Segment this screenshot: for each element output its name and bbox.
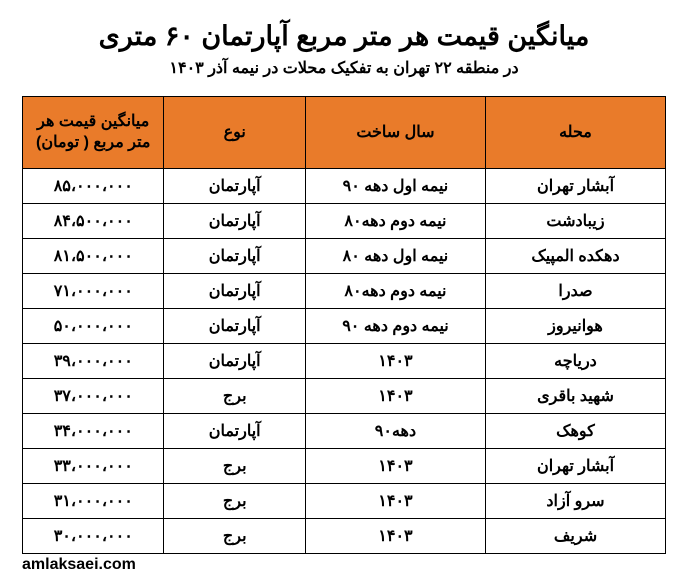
cell-year: نیمه دوم دهه ۹۰ bbox=[305, 308, 485, 343]
cell-year: دهه۹۰ bbox=[305, 413, 485, 448]
cell-price: ۳۱،۰۰۰،۰۰۰ bbox=[23, 483, 164, 518]
title-sub: در منطقه ۲۲ تهران به تفکیک محلات در نیمه… bbox=[22, 58, 666, 78]
cell-price: ۸۵،۰۰۰،۰۰۰ bbox=[23, 168, 164, 203]
table-row: دریاچه۱۴۰۳آپارتمان۳۹،۰۰۰،۰۰۰ bbox=[23, 343, 666, 378]
table-row: هوانیروزنیمه دوم دهه ۹۰آپارتمان۵۰،۰۰۰،۰۰… bbox=[23, 308, 666, 343]
cell-area: دریاچه bbox=[485, 343, 665, 378]
cell-type: برج bbox=[164, 483, 305, 518]
col-header-type: نوع bbox=[164, 96, 305, 168]
cell-year: نیمه دوم دهه۸۰ bbox=[305, 273, 485, 308]
title-block: میانگین قیمت هر متر مربع آپارتمان ۶۰ متر… bbox=[22, 18, 666, 78]
cell-area: شهید باقری bbox=[485, 378, 665, 413]
cell-type: آپارتمان bbox=[164, 238, 305, 273]
cell-area: سرو آزاد bbox=[485, 483, 665, 518]
cell-year: ۱۴۰۳ bbox=[305, 448, 485, 483]
cell-price: ۳۴،۰۰۰،۰۰۰ bbox=[23, 413, 164, 448]
table-row: سرو آزاد۱۴۰۳برج۳۱،۰۰۰،۰۰۰ bbox=[23, 483, 666, 518]
title-main: میانگین قیمت هر متر مربع آپارتمان ۶۰ متر… bbox=[22, 18, 666, 56]
cell-year: ۱۴۰۳ bbox=[305, 343, 485, 378]
cell-type: برج bbox=[164, 378, 305, 413]
cell-area: صدرا bbox=[485, 273, 665, 308]
cell-price: ۳۳،۰۰۰،۰۰۰ bbox=[23, 448, 164, 483]
footer-url: amlaksaei.com bbox=[22, 556, 136, 574]
cell-year: نیمه دوم دهه۸۰ bbox=[305, 203, 485, 238]
cell-type: آپارتمان bbox=[164, 273, 305, 308]
cell-area: هوانیروز bbox=[485, 308, 665, 343]
table-header-row: محله سال ساخت نوع میانگین قیمت هر متر مر… bbox=[23, 96, 666, 168]
table-row: شهید باقری۱۴۰۳برج۳۷،۰۰۰،۰۰۰ bbox=[23, 378, 666, 413]
price-table: محله سال ساخت نوع میانگین قیمت هر متر مر… bbox=[22, 96, 666, 554]
cell-year: نیمه اول دهه ۸۰ bbox=[305, 238, 485, 273]
table-row: کوهکدهه۹۰آپارتمان۳۴،۰۰۰،۰۰۰ bbox=[23, 413, 666, 448]
cell-price: ۳۰،۰۰۰،۰۰۰ bbox=[23, 518, 164, 553]
cell-price: ۵۰،۰۰۰،۰۰۰ bbox=[23, 308, 164, 343]
table-row: شریف۱۴۰۳برج۳۰،۰۰۰،۰۰۰ bbox=[23, 518, 666, 553]
table-row: آبشار تهران۱۴۰۳برج۳۳،۰۰۰،۰۰۰ bbox=[23, 448, 666, 483]
cell-area: کوهک bbox=[485, 413, 665, 448]
cell-price: ۳۹،۰۰۰،۰۰۰ bbox=[23, 343, 164, 378]
cell-area: آبشار تهران bbox=[485, 168, 665, 203]
table-row: زیبادشتنیمه دوم دهه۸۰آپارتمان۸۴،۵۰۰،۰۰۰ bbox=[23, 203, 666, 238]
cell-type: برج bbox=[164, 448, 305, 483]
col-header-year: سال ساخت bbox=[305, 96, 485, 168]
cell-year: ۱۴۰۳ bbox=[305, 378, 485, 413]
table-row: صدرانیمه دوم دهه۸۰آپارتمان۷۱،۰۰۰،۰۰۰ bbox=[23, 273, 666, 308]
cell-area: شریف bbox=[485, 518, 665, 553]
cell-type: آپارتمان bbox=[164, 168, 305, 203]
cell-type: آپارتمان bbox=[164, 343, 305, 378]
cell-year: ۱۴۰۳ bbox=[305, 518, 485, 553]
cell-price: ۸۱،۵۰۰،۰۰۰ bbox=[23, 238, 164, 273]
cell-year: ۱۴۰۳ bbox=[305, 483, 485, 518]
cell-price: ۷۱،۰۰۰،۰۰۰ bbox=[23, 273, 164, 308]
col-header-area: محله bbox=[485, 96, 665, 168]
cell-area: زیبادشت bbox=[485, 203, 665, 238]
col-header-price: میانگین قیمت هر متر مربع ( تومان) bbox=[23, 96, 164, 168]
table-row: دهکده المپیکنیمه اول دهه ۸۰آپارتمان۸۱،۵۰… bbox=[23, 238, 666, 273]
cell-year: نیمه اول دهه ۹۰ bbox=[305, 168, 485, 203]
cell-area: آبشار تهران bbox=[485, 448, 665, 483]
cell-type: آپارتمان bbox=[164, 203, 305, 238]
cell-type: آپارتمان bbox=[164, 413, 305, 448]
cell-type: آپارتمان bbox=[164, 308, 305, 343]
cell-price: ۳۷،۰۰۰،۰۰۰ bbox=[23, 378, 164, 413]
table-row: آبشار تهراننیمه اول دهه ۹۰آپارتمان۸۵،۰۰۰… bbox=[23, 168, 666, 203]
cell-area: دهکده المپیک bbox=[485, 238, 665, 273]
cell-type: برج bbox=[164, 518, 305, 553]
cell-price: ۸۴،۵۰۰،۰۰۰ bbox=[23, 203, 164, 238]
